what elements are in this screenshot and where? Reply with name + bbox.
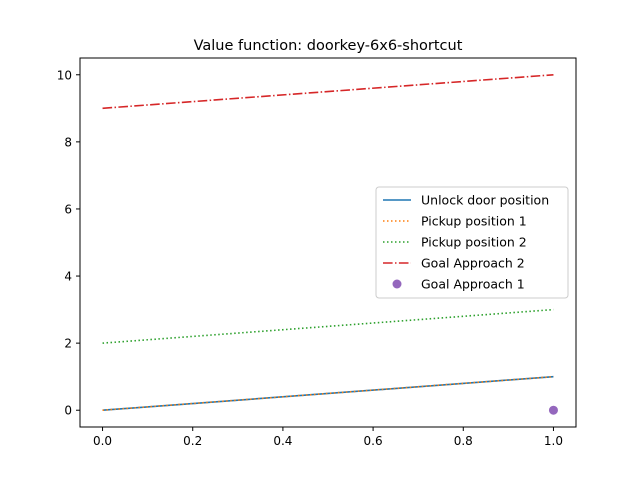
legend: Unlock door position Pickup position 1 Pic… — [375, 186, 569, 299]
legend-marker-goal-approach-1 — [392, 279, 402, 289]
legend-box — [375, 186, 569, 299]
series-line-goal-approach-2 — [102, 73, 554, 110]
y-tick-label: 10 — [57, 68, 72, 82]
x-tick-label: 0.6 — [364, 434, 383, 448]
x-tick-label: 0.0 — [93, 434, 112, 448]
series-point-goal-approach-1 — [548, 405, 558, 415]
chart-title: Value function: doorkey-6x6-shortcut — [194, 38, 463, 54]
y-tick-label: 2 — [64, 337, 72, 351]
y-tick-label: 0 — [64, 404, 72, 418]
y-tick-label: 4 — [64, 270, 72, 284]
x-tick-label: 0.8 — [454, 434, 473, 448]
legend-label-goal-approach-2: Goal Approach 2 — [421, 256, 525, 271]
plot-area-frame — [79, 57, 577, 428]
x-tick-label: 0.4 — [273, 434, 292, 448]
y-tick-label: 8 — [64, 135, 72, 149]
legend-label-pickup-position-2: Pickup position 2 — [421, 235, 527, 250]
legend-label-goal-approach-1: Goal Approach 1 — [421, 277, 525, 292]
legend-label-pickup-position-1: Pickup position 1 — [421, 214, 527, 229]
x-tick-label: 0.2 — [183, 434, 202, 448]
legend-label-unlock-door-position: Unlock door position — [421, 193, 549, 208]
series-line-pickup-position-1 — [102, 375, 554, 412]
series-line-pickup-position-2 — [102, 308, 554, 344]
x-tick-label: 1.0 — [544, 434, 563, 448]
y-tick-label: 6 — [64, 202, 72, 216]
